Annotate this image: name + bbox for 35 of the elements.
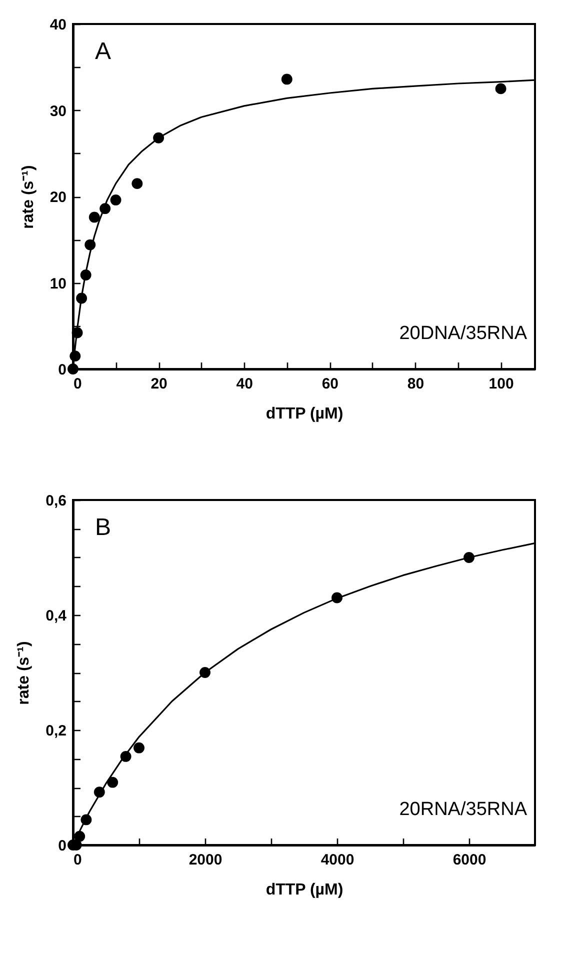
x-axis-title: dTTP (µM) bbox=[266, 882, 344, 898]
point bbox=[68, 364, 78, 374]
x-tick-label: 100 bbox=[488, 376, 514, 392]
point bbox=[134, 742, 144, 754]
y-axis-title: rate (s⁻¹) bbox=[20, 165, 37, 229]
y-tick-label: 30 bbox=[50, 102, 66, 120]
x-tick-label: 2000 bbox=[188, 852, 222, 868]
point bbox=[107, 776, 118, 788]
point bbox=[132, 178, 143, 190]
x-tick-label: 40 bbox=[236, 376, 253, 392]
point bbox=[88, 212, 100, 223]
x-tick-label: 60 bbox=[322, 376, 339, 392]
annotation: B bbox=[95, 514, 112, 541]
y-tick-label: 10 bbox=[50, 275, 66, 292]
point bbox=[281, 74, 292, 85]
x-tick-label: 0 bbox=[74, 376, 82, 392]
x-tick-label: 6000 bbox=[452, 852, 486, 868]
annotation: 20DNA/35RNA bbox=[399, 323, 528, 344]
annotation: 20RNA/35RNA bbox=[399, 799, 528, 820]
annotation: A bbox=[95, 38, 112, 65]
x-tick-label: 0 bbox=[74, 852, 82, 868]
x-tick-label: 20 bbox=[150, 376, 168, 392]
y-tick-label: 0 bbox=[58, 362, 66, 378]
y-tick-label: 0,4 bbox=[46, 608, 68, 624]
y-tick-label: 0,2 bbox=[46, 722, 66, 740]
point bbox=[495, 83, 506, 94]
y-tick-label: 40 bbox=[50, 16, 66, 34]
x-tick-label: 80 bbox=[407, 376, 424, 392]
x-axis-title: dTTP (µM) bbox=[266, 406, 344, 422]
point bbox=[110, 194, 122, 206]
y-tick-label: 20 bbox=[50, 189, 66, 206]
y-axis-title: rate (s⁻¹) bbox=[16, 641, 33, 705]
y-tick-label: 0,6 bbox=[46, 492, 66, 510]
x-tick-label: 4000 bbox=[320, 852, 354, 868]
y-tick-label: 0 bbox=[58, 838, 66, 854]
